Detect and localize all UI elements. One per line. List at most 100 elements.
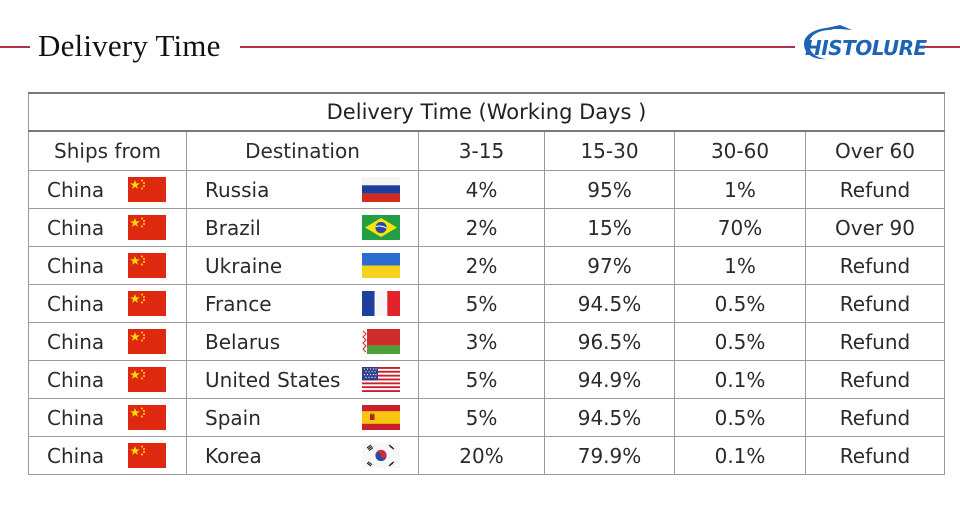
usa-flag-icon [362,367,400,392]
page-header: Delivery Time HISTOLURE [0,0,960,90]
column-header-15-30: 15-30 [544,130,675,171]
china-flag-icon [128,367,166,392]
cell-over-60: Refund [805,246,945,285]
china-flag-icon [128,329,166,354]
logo-swoosh-icon [804,25,852,60]
destination-label: United States [205,367,341,392]
ships-from-cell: China [28,360,187,399]
header-rule-right [240,46,795,48]
cell-over-60: Refund [805,398,945,437]
china-flag-icon [128,405,166,430]
ukraine-flag-icon [362,253,400,278]
table-row: China Brazil 2% 15% 70% Over 90 [28,208,945,247]
russia-flag-icon [362,177,400,202]
destination-label: Ukraine [205,253,283,278]
cell-30-60: 0.5% [674,398,806,437]
ships-from-cell: China [28,322,187,361]
destination-label: Korea [205,443,262,468]
cell-30-60: 70% [674,208,806,247]
table-row: China Belarus 3% 96.5% 0.5% Refund [28,322,945,361]
china-flag-icon [128,253,166,278]
ships-from-cell: China [28,398,187,437]
cell-15-30: 96.5% [544,322,675,361]
column-header-30-60: 30-60 [674,130,806,171]
destination-cell: Spain [186,398,419,437]
cell-30-60: 0.1% [674,360,806,399]
cell-over-60: Refund [805,284,945,323]
column-header-ships-from: Ships from [28,130,187,171]
destination-cell: Brazil [186,208,419,247]
cell-30-60: 1% [674,170,806,209]
ships-from-cell: China [28,246,187,285]
ships-from-label: China [47,405,105,430]
brazil-flag-icon [362,215,400,240]
cell-30-60: 1% [674,246,806,285]
cell-over-60: Refund [805,360,945,399]
delivery-table-container: Delivery Time (Working Days ) Ships from… [28,92,945,475]
destination-label: Spain [205,405,261,430]
destination-cell: Korea [186,436,419,475]
cell-15-30: 94.5% [544,284,675,323]
korea-flag-icon [362,443,400,468]
destination-label: Belarus [205,329,281,354]
ships-from-label: China [47,443,105,468]
cell-3-15: 2% [418,208,545,247]
column-header-over-60: Over 60 [805,130,945,171]
cell-15-30: 15% [544,208,675,247]
table-row: China Russia 4% 95% 1% Refund [28,170,945,209]
cell-15-30: 95% [544,170,675,209]
ships-from-cell: China [28,284,187,323]
cell-3-15: 20% [418,436,545,475]
ships-from-cell: China [28,436,187,475]
china-flag-icon [128,443,166,468]
table-row: China Korea 20% 79.9% 0.1% Refund [28,436,945,475]
table-row: China Spain 5% 94.5% 0.5% Refund [28,398,945,437]
destination-label: Brazil [205,215,261,240]
table-row: China Ukraine 2% 97% 1% Refund [28,246,945,285]
china-flag-icon [128,215,166,240]
ships-from-label: China [47,177,105,202]
cell-3-15: 5% [418,398,545,437]
destination-cell: France [186,284,419,323]
cell-15-30: 94.5% [544,398,675,437]
destination-cell: Belarus [186,322,419,361]
table-row: China France 5% 94.5% 0.5% Refund [28,284,945,323]
destination-cell: United States [186,360,419,399]
destination-cell: Russia [186,170,419,209]
cell-over-60: Refund [805,436,945,475]
china-flag-icon [128,291,166,316]
column-header-destination: Destination [186,130,419,171]
spain-flag-icon [362,405,400,430]
column-header-3-15: 3-15 [418,130,545,171]
ships-from-label: China [47,367,105,392]
ships-from-label: China [47,291,105,316]
ships-from-cell: China [28,208,187,247]
cell-3-15: 2% [418,246,545,285]
logo-text: HISTOLURE [805,36,927,60]
ships-from-label: China [47,253,105,278]
cell-30-60: 0.5% [674,322,806,361]
belarus-flag-icon [362,329,400,354]
cell-3-15: 3% [418,322,545,361]
destination-cell: Ukraine [186,246,419,285]
cell-3-15: 5% [418,284,545,323]
france-flag-icon [362,291,400,316]
cell-over-60: Refund [805,322,945,361]
ships-from-cell: China [28,170,187,209]
ships-from-label: China [47,215,105,240]
cell-30-60: 0.1% [674,436,806,475]
page-title: Delivery Time [38,28,221,63]
table-caption: Delivery Time (Working Days ) [28,92,945,132]
cell-15-30: 79.9% [544,436,675,475]
header-rule-left [0,46,30,48]
cell-3-15: 4% [418,170,545,209]
destination-label: France [205,291,272,316]
header-rule-tail [925,46,960,48]
cell-over-60: Over 90 [805,208,945,247]
cell-3-15: 5% [418,360,545,399]
cell-30-60: 0.5% [674,284,806,323]
ships-from-label: China [47,329,105,354]
cell-over-60: Refund [805,170,945,209]
cell-15-30: 94.9% [544,360,675,399]
cell-15-30: 97% [544,246,675,285]
